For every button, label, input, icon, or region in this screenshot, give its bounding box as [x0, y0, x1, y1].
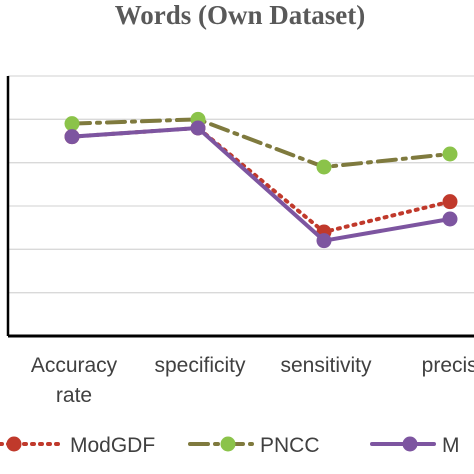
x-tick-label: sensitivity — [280, 354, 372, 377]
legend-swatch-marker — [6, 436, 22, 452]
x-tick-label: precisi — [422, 354, 474, 377]
x-tick-label: rate — [56, 384, 92, 407]
legend-item: PNCC — [188, 434, 320, 457]
axes — [6, 76, 474, 338]
series-modgdf — [64, 120, 458, 240]
legend-label: M — [442, 434, 460, 457]
series-pncc — [64, 111, 458, 175]
legend-swatch-marker — [220, 436, 236, 452]
data-point — [190, 120, 206, 136]
x-tick-label: Accuracy — [31, 354, 118, 377]
data-point — [316, 159, 332, 175]
legend-item: M — [370, 434, 460, 457]
legend-label: ModGDF — [70, 434, 155, 457]
x-tick-labels: Accuracy rate specificity sensitivity precis… — [31, 354, 474, 407]
data-point — [316, 233, 332, 249]
legend-swatch-marker — [402, 436, 418, 452]
series-line — [70, 126, 452, 243]
legend-item: ModGDF — [0, 434, 155, 457]
data-point — [442, 211, 458, 227]
data-point — [64, 116, 80, 132]
x-tick-label: specificity — [154, 354, 246, 377]
data-point — [442, 146, 458, 162]
chart-title: Words (Own Dataset) — [115, 0, 366, 30]
gridlines — [8, 75, 474, 294]
legend: ModGDF PNCC M — [0, 434, 460, 457]
data-series — [64, 111, 458, 249]
data-point — [64, 129, 80, 145]
legend-label: PNCC — [260, 434, 320, 457]
series-m — [64, 120, 458, 249]
data-point — [442, 194, 458, 210]
series-line — [70, 117, 452, 169]
